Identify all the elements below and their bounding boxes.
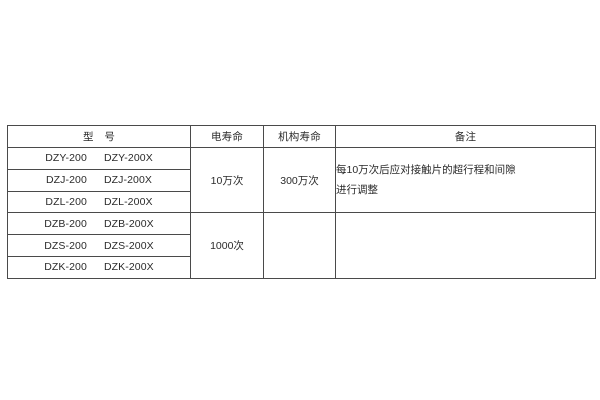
column-header-electrical-life: 电寿命 [190, 125, 264, 148]
table-row: DZJ-200 DZJ-200X [7, 168, 596, 192]
table-row: DZB-200 DZB-200X 1000次 [7, 212, 596, 279]
table-row: DZL-200 DZL-200X [7, 190, 596, 214]
model-code-primary: DZS-200 [44, 239, 87, 252]
model-code-variant: DZJ-200X [103, 174, 153, 187]
cell-model: DZK-200 DZK-200X [7, 255, 191, 279]
column-header-mechanical-life: 机构寿命 [263, 125, 336, 148]
cell-electrical-life-group-1: 10万次 [190, 146, 264, 214]
model-code-variant: DZY-200X [103, 152, 153, 165]
model-code-variant: DZK-200X [103, 261, 154, 274]
cell-model: DZL-200 DZL-200X [7, 190, 191, 214]
cell-model: DZS-200 DZS-200X [7, 234, 191, 257]
cell-remark-group-2 [335, 212, 596, 279]
table-header-row: 型 号 电寿命 机构寿命 备注 [7, 125, 596, 148]
column-header-remark: 备注 [335, 125, 596, 148]
table-row: DZS-200 DZS-200X [7, 234, 596, 257]
remark-line-1: 每10万次后应对接触片的超行程和间隙 [336, 163, 516, 176]
cell-model: DZY-200 DZY-200X [7, 147, 191, 170]
cell-mechanical-life-group-2 [263, 212, 336, 279]
cell-model: DZB-200 DZB-200X [7, 212, 191, 236]
model-code-primary: DZK-200 [44, 261, 87, 274]
table-row: DZY-200 DZY-200X 10万次 300万次 每10万次后应对接触片的超… [7, 146, 596, 214]
relay-life-specification-table: 型 号 电寿命 机构寿命 备注 DZY-200 DZY-200X 10万次 300… [7, 125, 596, 279]
model-code-variant: DZS-200X [103, 239, 154, 252]
model-code-variant: DZB-200X [103, 217, 154, 230]
model-code-variant: DZL-200X [103, 195, 153, 208]
model-code-primary: DZY-200 [45, 152, 87, 165]
cell-mechanical-life-group-1: 300万次 [263, 146, 336, 214]
cell-model: DZJ-200 DZJ-200X [7, 168, 191, 192]
model-code-primary: DZL-200 [45, 195, 87, 208]
column-header-model: 型 号 [7, 125, 191, 148]
cell-electrical-life-group-2: 1000次 [190, 212, 264, 279]
remark-line-2: 进行调整 [336, 184, 378, 197]
model-code-primary: DZB-200 [44, 217, 87, 230]
cell-remark-group-1: 每10万次后应对接触片的超行程和间隙 进行调整 [335, 146, 596, 214]
model-code-primary: DZJ-200 [45, 174, 87, 187]
table-row: DZK-200 DZK-200X [7, 255, 596, 279]
